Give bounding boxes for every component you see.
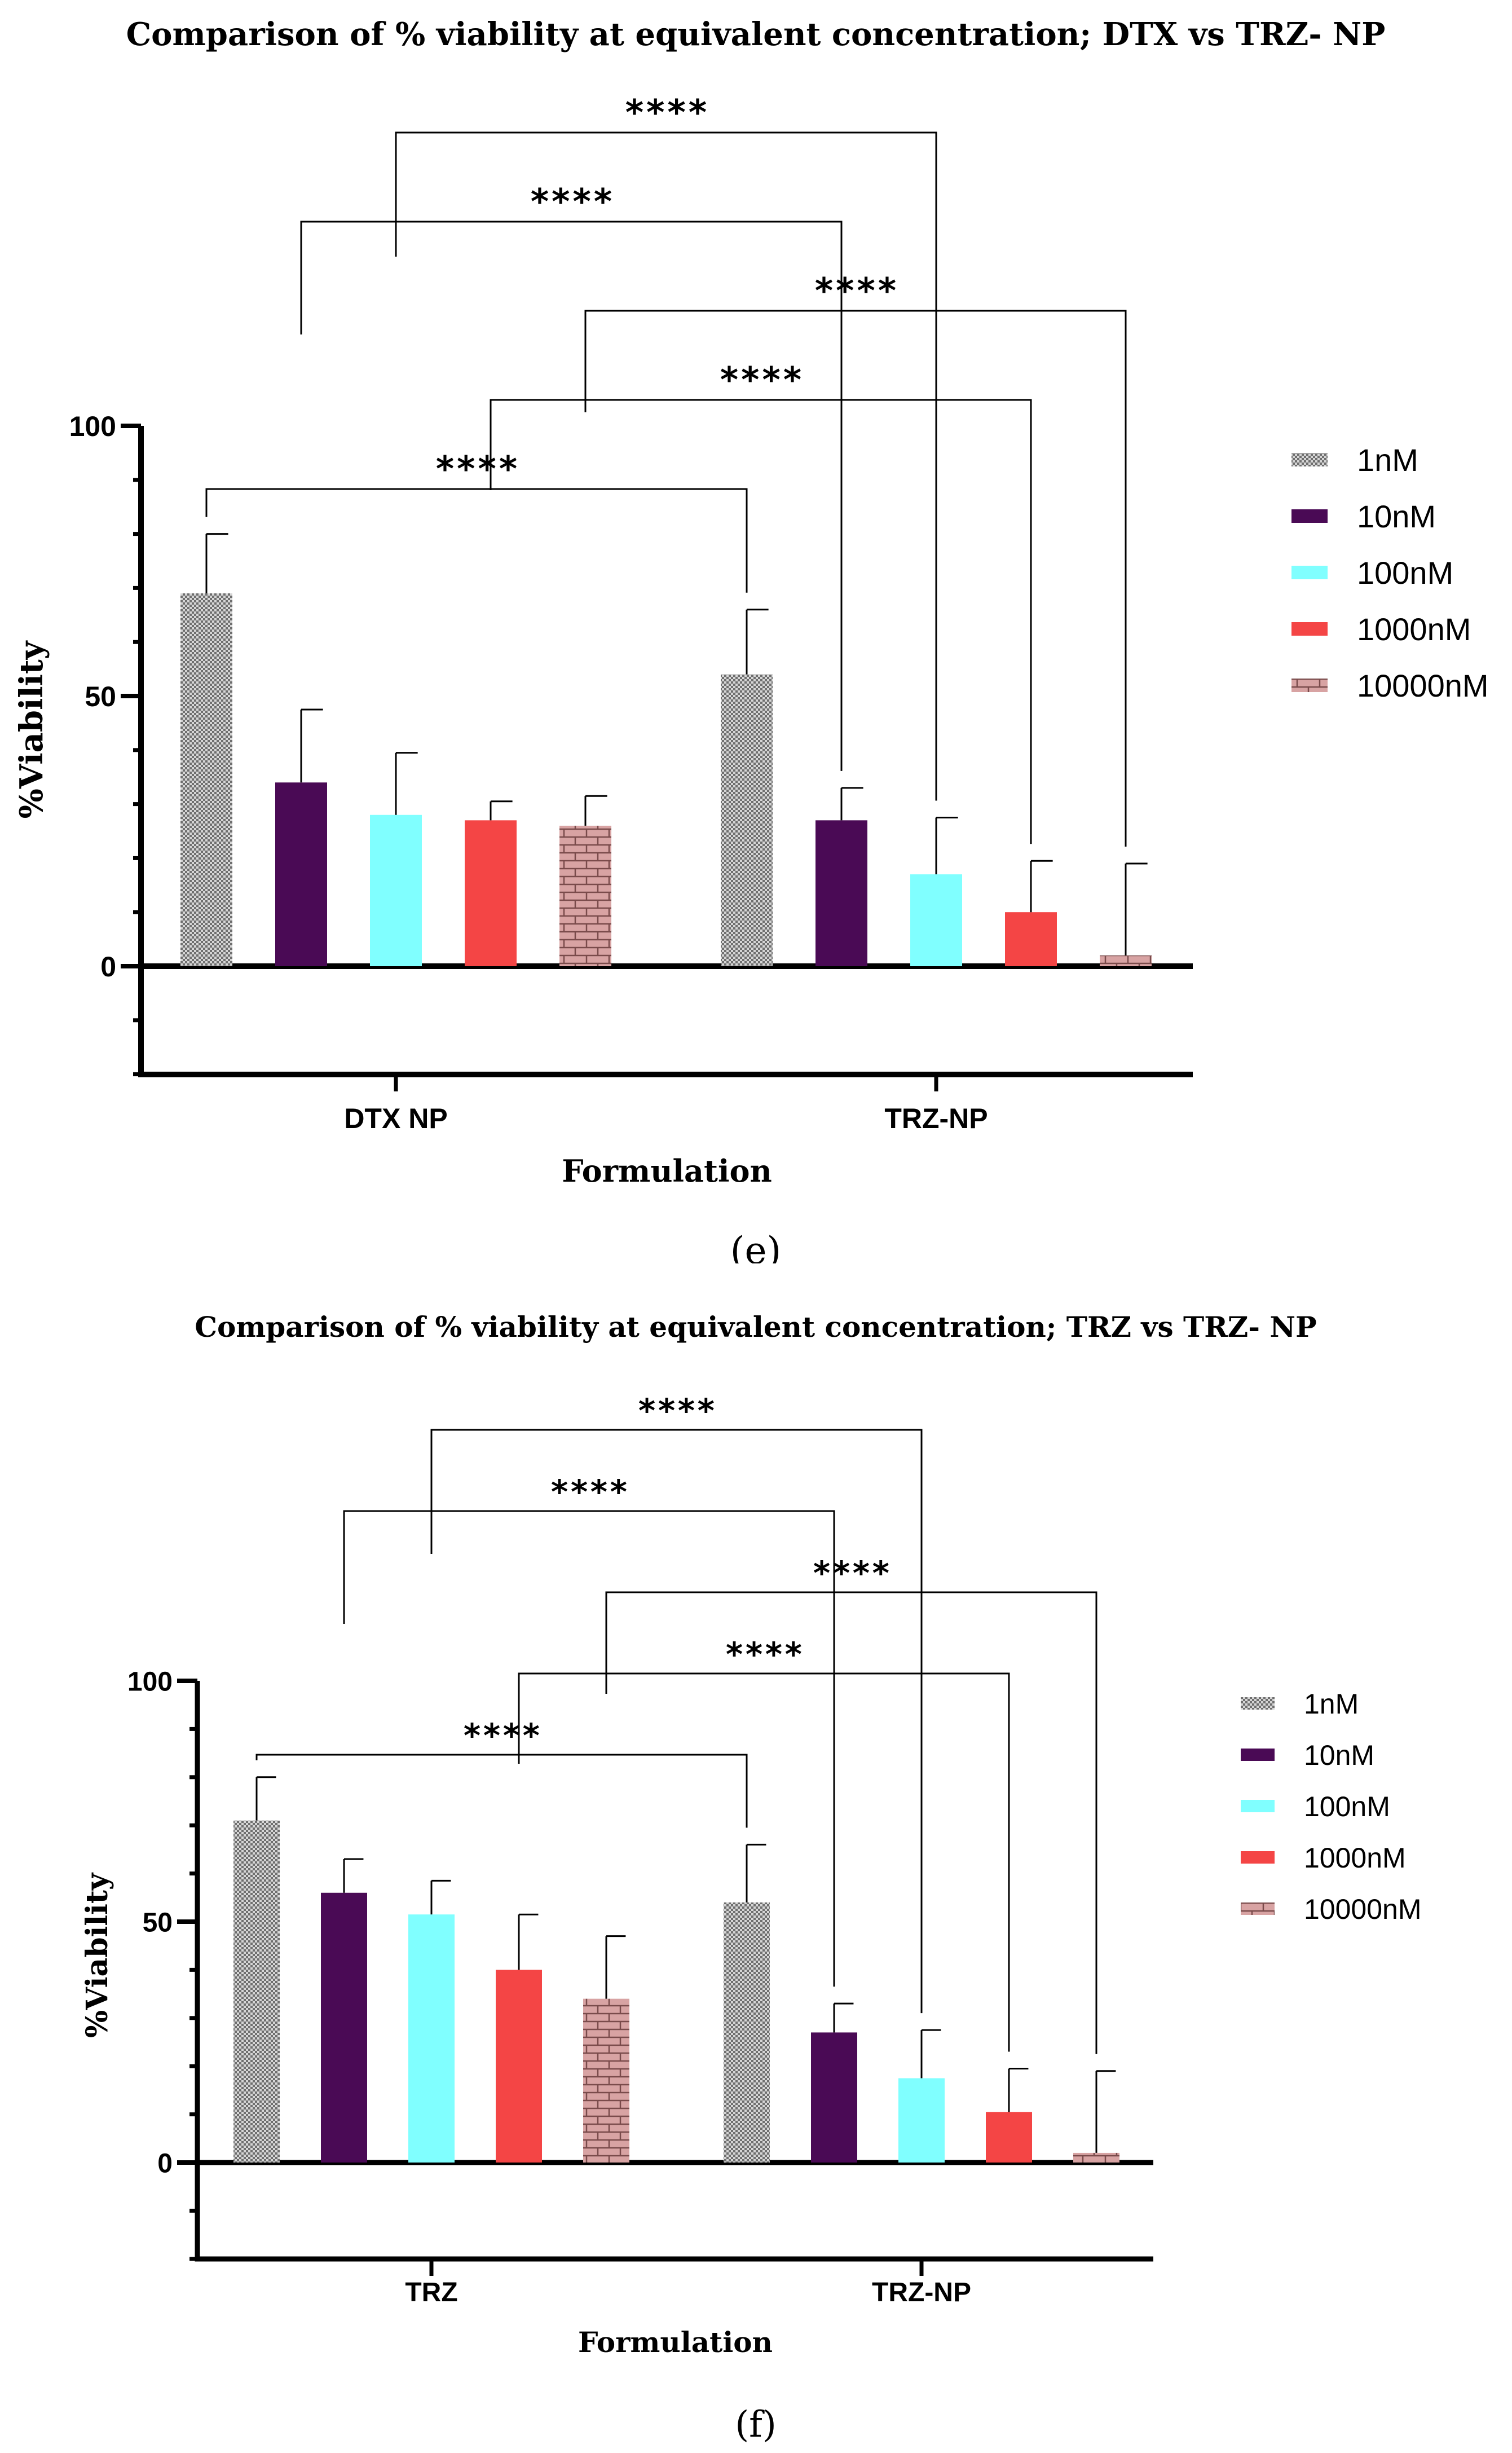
bar-10nM-trz-np [815, 820, 867, 966]
bar-1nM-trz [233, 1820, 280, 2163]
bar-10nM-trz-np [811, 2032, 857, 2163]
bar-100nM-trz-np [910, 874, 962, 966]
bar-100nM-trz-np [898, 2078, 945, 2163]
legend-swatch-100nM [1291, 566, 1328, 579]
y-tick-label: 100 [69, 411, 116, 442]
figure-panel-e: Comparison of % viability at equivalent … [13, 16, 1489, 1263]
significance-label: **** [725, 1635, 804, 1673]
significance-bracket [605, 1591, 1097, 2054]
legend-swatch-1nM [1291, 453, 1328, 466]
figure-panel-f: Comparison of % viability at equivalent … [0, 1263, 1512, 2453]
panel-label: (f) [735, 2404, 777, 2446]
bar-1000nM-trz [496, 1970, 542, 2163]
legend-label-1nM: 1nM [1304, 1688, 1359, 1720]
y-tick-label: 0 [100, 951, 116, 983]
chart-f: Comparison of % viability at equivalent … [80, 1310, 1422, 2446]
significance-bracket [430, 1429, 923, 2014]
bar-1000nM-trz-np [1005, 912, 1057, 966]
significance-label: **** [529, 181, 613, 222]
legend-swatch-1nM [1241, 1697, 1275, 1710]
chart-title: Comparison of % viability at equivalent … [126, 16, 1386, 53]
legend-swatch-10000nM [1241, 1902, 1275, 1915]
bar-1nM-trz-np [724, 1902, 770, 2163]
legend-label-1000nM: 1000nM [1357, 611, 1471, 647]
x-axis-label: Formulation [562, 1153, 772, 1189]
legend-swatch-100nM [1241, 1800, 1275, 1812]
significance-bracket [518, 1672, 1010, 2052]
legend-label-1000nM: 1000nM [1304, 1842, 1406, 1874]
panel-label: (e) [730, 1229, 782, 1263]
chart-title: Comparison of % viability at equivalent … [195, 1310, 1317, 1344]
significance-label: **** [812, 1554, 891, 1592]
significance-label: **** [550, 1473, 629, 1511]
bar-1nM-trz-np [721, 674, 773, 966]
significance-bracket [255, 1754, 748, 1828]
legend-label-10nM: 10nM [1304, 1739, 1374, 1771]
significance-bracket [205, 488, 748, 593]
legend-label-10nM: 10nM [1357, 499, 1436, 534]
x-category-label: TRZ [405, 2278, 457, 2307]
significance-bracket [343, 1510, 835, 1987]
legend-label-10000nM: 10000nM [1304, 1893, 1422, 1925]
legend-swatch-1000nM [1241, 1851, 1275, 1864]
significance-bracket [395, 131, 937, 801]
legend-label-100nM: 100nM [1357, 555, 1453, 591]
bar-10000nM-trz-np [1100, 955, 1152, 966]
bar-10000nM-trz-np [1073, 2152, 1119, 2163]
x-category-label: TRZ-NP [872, 2278, 971, 2307]
x-category-label: TRZ-NP [884, 1103, 988, 1134]
y-tick-label: 50 [85, 681, 116, 712]
y-axis-label: %Viability [13, 640, 50, 818]
bar-10000nM-dtx-np [559, 825, 611, 966]
significance-label: **** [637, 1391, 716, 1430]
significance-label: **** [434, 448, 518, 490]
chart-e: Comparison of % viability at equivalent … [13, 16, 1489, 1263]
significance-bracket [490, 399, 1032, 844]
significance-label: **** [624, 92, 708, 133]
bar-100nM-trz [408, 1914, 455, 2163]
x-axis-label: Formulation [578, 2326, 773, 2359]
y-tick-label: 100 [127, 1667, 173, 1697]
significance-label: **** [462, 1716, 541, 1755]
x-category-label: DTX NP [344, 1103, 447, 1134]
bar-10nM-dtx-np [275, 782, 327, 966]
bar-10nM-trz [321, 1892, 367, 2163]
legend-swatch-10000nM [1291, 679, 1328, 692]
legend-label-1nM: 1nM [1357, 442, 1418, 478]
y-axis-label: %Viability [80, 1872, 114, 2038]
legend-swatch-10nM [1291, 509, 1328, 523]
legend-swatch-1000nM [1291, 622, 1328, 636]
bar-1nM-dtx-np [180, 593, 232, 966]
significance-label: **** [813, 270, 897, 311]
legend-swatch-10nM [1241, 1749, 1275, 1761]
bar-1000nM-dtx-np [465, 820, 517, 966]
significance-bracket [300, 221, 843, 771]
significance-label: **** [718, 359, 803, 400]
y-tick-label: 0 [157, 2148, 173, 2178]
y-tick-label: 50 [143, 1908, 173, 1937]
bar-1000nM-trz-np [986, 2112, 1032, 2163]
bar-10000nM-trz [583, 1998, 629, 2163]
bar-100nM-dtx-np [370, 814, 422, 966]
legend-label-100nM: 100nM [1304, 1791, 1390, 1822]
significance-bracket [584, 310, 1127, 847]
legend-label-10000nM: 10000nM [1357, 668, 1489, 703]
